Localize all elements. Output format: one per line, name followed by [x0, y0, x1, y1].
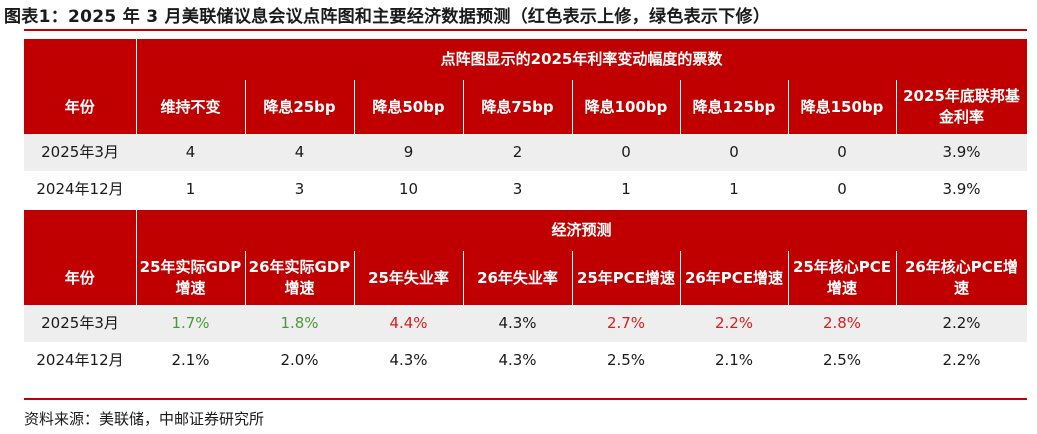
table-cell: 4.3% [463, 305, 572, 342]
column-header: 25年实际GDP增速 [135, 251, 246, 305]
table-cell: 3.9% [896, 171, 1027, 208]
section-title: 经济预测 [135, 210, 1028, 251]
table-cell: 0 [572, 134, 680, 171]
column-header: 降息50bp [353, 80, 464, 134]
title-rule [24, 29, 1027, 31]
column-header: 25年核心PCE增速 [787, 251, 897, 305]
table-cell: 0 [788, 134, 896, 171]
table-cell: 2.2% [896, 342, 1027, 379]
table-cell: 4.4% [354, 305, 463, 342]
table-cell: 2.1% [680, 342, 788, 379]
table-cell: 1 [680, 171, 788, 208]
table-cell: 2.2% [680, 305, 788, 342]
row-year-label: 2025年3月 [24, 134, 136, 171]
column-header: 26年核心PCE增速 [895, 251, 1028, 305]
column-header: 26年PCE增速 [679, 251, 789, 305]
table-cell: 3.9% [896, 134, 1027, 171]
separator-cell [24, 208, 1027, 210]
table-row: 2025年3月 1.7% 1.8% 4.4% 4.3% 2.7% 2.2% 2.8% 2.2% [24, 305, 1027, 342]
table-row: 2025年3月 4 4 9 2 0 0 0 3.9% [24, 134, 1027, 171]
table-cell: 2.7% [572, 305, 680, 342]
table-cell: 0 [680, 134, 788, 171]
section-title-row: 点阵图显示的2025年利率变动幅度的票数 [24, 39, 1028, 80]
table-cell: 10 [354, 171, 463, 208]
table-cell: 2.1% [136, 342, 245, 379]
section-title-row: 经济预测 [24, 210, 1028, 251]
section-title: 点阵图显示的2025年利率变动幅度的票数 [135, 39, 1028, 80]
column-header: 26年实际GDP增速 [244, 251, 355, 305]
table-cell: 4.3% [463, 342, 572, 379]
column-header: 降息100bp [571, 80, 681, 134]
table-row: 2024年12月 1 3 10 3 1 1 0 3.9% [24, 171, 1027, 208]
table-row: 2024年12月 2.1% 2.0% 4.3% 4.3% 2.5% 2.1% 2.5% 2.2% [24, 342, 1027, 379]
table-cell: 2 [463, 134, 572, 171]
column-header: 降息125bp [679, 80, 789, 134]
column-header: 降息25bp [244, 80, 355, 134]
section-separator [24, 208, 1027, 210]
table-cell: 3 [245, 171, 354, 208]
column-header: 降息150bp [787, 80, 897, 134]
figure-title: 图表1：2025 年 3 月美联储议息会议点阵图和主要经济数据预测（红色表示上修… [4, 7, 771, 27]
table-cell: 4 [245, 134, 354, 171]
table-cell: 2.8% [788, 305, 896, 342]
column-header: 25年失业率 [353, 251, 464, 305]
table-cell: 0 [788, 171, 896, 208]
table-cell: 1.7% [136, 305, 245, 342]
bottom-rule [24, 398, 1027, 400]
column-header-row: 年份 25年实际GDP增速 26年实际GDP增速 25年失业率 26年失业率 25年PCE… [24, 251, 1028, 305]
fomc-projection-table: 点阵图显示的2025年利率变动幅度的票数 年份 维持不变 降息25bp 降息50bp 降息… [24, 39, 1028, 379]
column-header: 26年失业率 [462, 251, 573, 305]
table-cell: 9 [354, 134, 463, 171]
table-cell: 2.5% [572, 342, 680, 379]
row-year-label: 2024年12月 [24, 342, 136, 379]
table-cell: 3 [463, 171, 572, 208]
source-note: 资料来源：美联储，中邮证券研究所 [24, 410, 265, 428]
table-cell: 2.5% [788, 342, 896, 379]
table-cell: 2.0% [245, 342, 354, 379]
row-year-label: 2025年3月 [24, 305, 136, 342]
column-header: 维持不变 [135, 80, 246, 134]
corner-cell [24, 210, 137, 251]
column-header: 降息75bp [462, 80, 573, 134]
table-cell: 1.8% [245, 305, 354, 342]
corner-cell [24, 39, 137, 80]
table-cell: 4.3% [354, 342, 463, 379]
row-year-label: 2024年12月 [24, 171, 136, 208]
column-header: 2025年底联邦基金利率 [895, 80, 1028, 134]
column-header-row: 年份 维持不变 降息25bp 降息50bp 降息75bp 降息100bp 降息125bp 降息… [24, 80, 1028, 134]
table-cell: 1 [572, 171, 680, 208]
table-cell: 4 [136, 134, 245, 171]
column-header: 25年PCE增速 [571, 251, 681, 305]
year-header: 年份 [24, 80, 137, 134]
table-cell: 2.2% [896, 305, 1027, 342]
year-header: 年份 [24, 251, 137, 305]
table-cell: 1 [136, 171, 245, 208]
